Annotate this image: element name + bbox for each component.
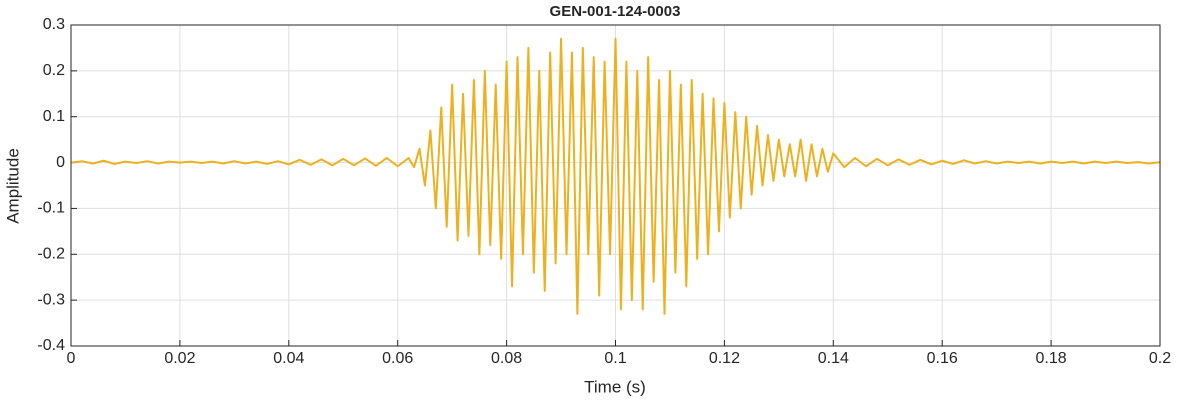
y-tick-label: 0 [56,154,65,171]
y-axis-label: Amplitude [3,148,22,224]
x-tick-label: 0 [67,350,76,367]
y-tick-label: 0.2 [43,62,65,79]
chart-title: GEN-001-124-0003 [550,3,681,20]
y-tick-label: 0.3 [43,16,65,33]
y-tick-label: 0.1 [43,108,65,125]
x-tick-label: 0.2 [1149,350,1171,367]
x-tick-label: 0.1 [604,350,626,367]
x-tick-label: 0.02 [164,350,195,367]
x-tick-label: 0.08 [491,350,522,367]
x-tick-label: 0.12 [709,350,740,367]
x-tick-label: 0.04 [273,350,304,367]
y-tick-label: -0.3 [37,291,65,308]
x-tick-label: 0.06 [382,350,413,367]
x-tick-label: 0.18 [1036,350,1067,367]
x-tick-label: 0.14 [818,350,849,367]
x-axis-label: Time (s) [584,377,646,396]
plot-box [70,24,1161,347]
data-line [70,37,1161,315]
y-tick-label: -0.2 [37,246,65,263]
y-tick-label: -0.1 [37,200,65,217]
x-tick-label: 0.16 [927,350,958,367]
y-tick-label: -0.4 [37,337,65,354]
